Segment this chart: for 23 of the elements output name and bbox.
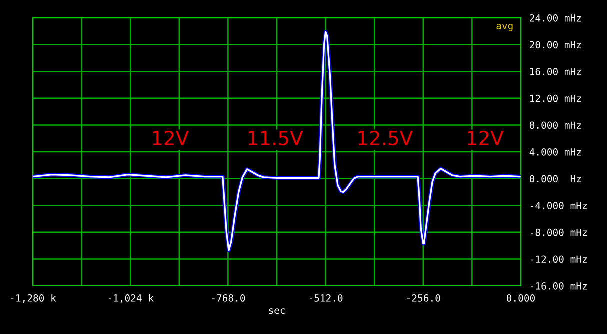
x-tick-label: -1,024 k [108, 294, 154, 304]
y-tick-label: -8.000 mHz [531, 228, 587, 236]
y-tick-label: 24.00 mHz [530, 14, 582, 22]
x-tick-label: -768.0 [212, 294, 246, 302]
x-axis-title: sec [269, 308, 285, 314]
annotation: 12.5V [358, 130, 413, 146]
x-tick-label: 0.000 [507, 294, 536, 302]
y-tick-label: 20.00 mHz [530, 41, 582, 49]
annotation: avg [496, 24, 513, 32]
x-tick-label: -1,280 k [11, 294, 56, 304]
annotation: 12V [468, 130, 504, 146]
y-tick-label: 4.000 mHz [530, 148, 582, 156]
y-tick-label: -4.000 mHz [531, 202, 587, 210]
y-tick-label: 8.000 mHz [530, 122, 582, 130]
x-tick-label: -256.0 [408, 294, 440, 302]
annotation: 11.5V [248, 131, 304, 146]
y-tick-label: 0.000 Hz [530, 175, 582, 183]
annotation: 12V [153, 130, 189, 146]
y-tick-label: 12.00 mHz [530, 94, 582, 102]
y-tick-label: -12.00 mHz [531, 256, 587, 264]
y-tick-label: 16.00 mHz [530, 68, 582, 76]
x-tick-label: -512.0 [310, 294, 343, 302]
y-tick-label: -16.00 mHz [531, 282, 587, 290]
